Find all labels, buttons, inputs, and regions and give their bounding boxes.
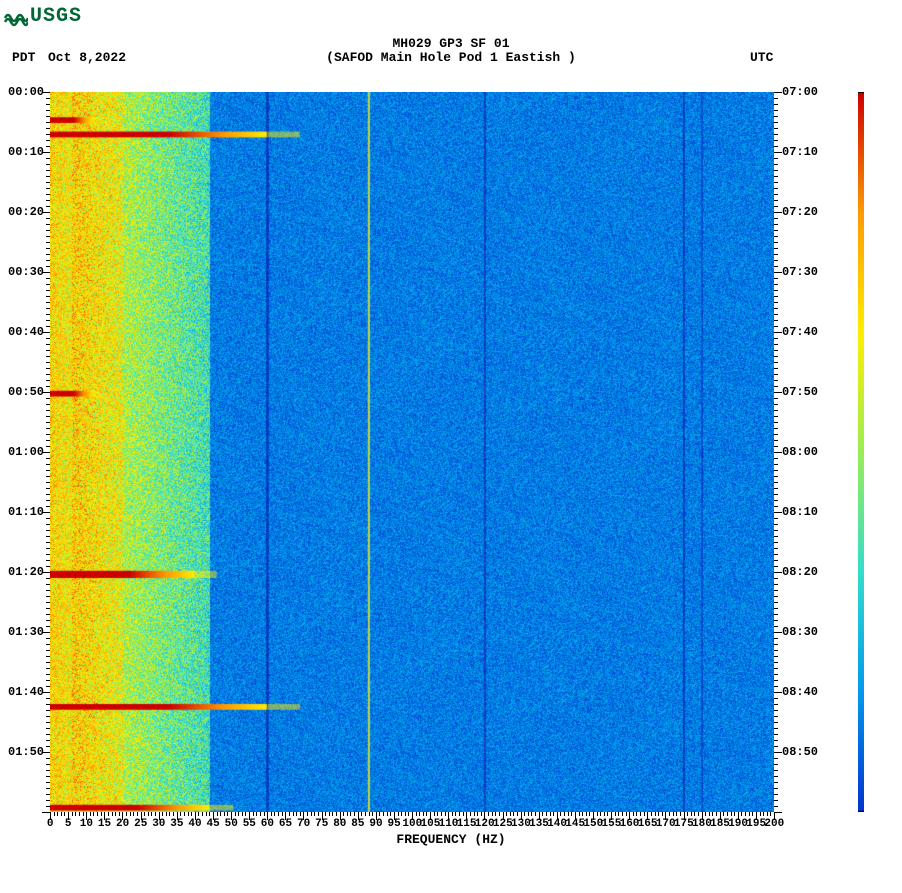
- y-right-tick-label: 08:30: [782, 625, 818, 639]
- y-left-tick-label: 00:30: [8, 265, 44, 279]
- x-axis-title: FREQUENCY (HZ): [0, 832, 902, 847]
- y-left-tick-label: 00:10: [8, 145, 44, 159]
- y-right-tick-label: 07:30: [782, 265, 818, 279]
- y-right-tick-label: 07:20: [782, 205, 818, 219]
- y-right-tick-label: 08:50: [782, 745, 818, 759]
- logo-text: USGS: [30, 5, 82, 28]
- y-left-tick-label: 01:50: [8, 745, 44, 759]
- y-right-tick-label: 08:10: [782, 505, 818, 519]
- y-right-tick-label: 07:10: [782, 145, 818, 159]
- usgs-logo: USGS: [4, 4, 82, 28]
- y-left-tick-label: 00:20: [8, 205, 44, 219]
- y-left-tick-label: 01:40: [8, 685, 44, 699]
- y-left-tick-label: 00:40: [8, 325, 44, 339]
- y-left-tick-label: 01:00: [8, 445, 44, 459]
- y-right-tick-label: 07:00: [782, 85, 818, 99]
- colorbar: [858, 92, 864, 812]
- y-right-tick-label: 08:20: [782, 565, 818, 579]
- y-right-tick-label: 08:00: [782, 445, 818, 459]
- station-id: MH029 GP3 SF 01: [0, 36, 902, 51]
- y-right-tick-label: 07:40: [782, 325, 818, 339]
- y-left-tick-label: 01:30: [8, 625, 44, 639]
- spectrogram-canvas: [50, 92, 774, 812]
- spectrogram-chart: [50, 92, 774, 812]
- right-timezone: UTC: [750, 50, 773, 65]
- wave-icon: [4, 4, 28, 28]
- header-date: Oct 8,2022: [48, 50, 126, 65]
- y-left-tick-label: 01:20: [8, 565, 44, 579]
- left-timezone: PDT: [12, 50, 35, 65]
- y-left-tick-label: 00:00: [8, 85, 44, 99]
- y-left-tick-label: 01:10: [8, 505, 44, 519]
- y-right-tick-label: 07:50: [782, 385, 818, 399]
- y-left-tick-label: 00:50: [8, 385, 44, 399]
- y-right-tick-label: 08:40: [782, 685, 818, 699]
